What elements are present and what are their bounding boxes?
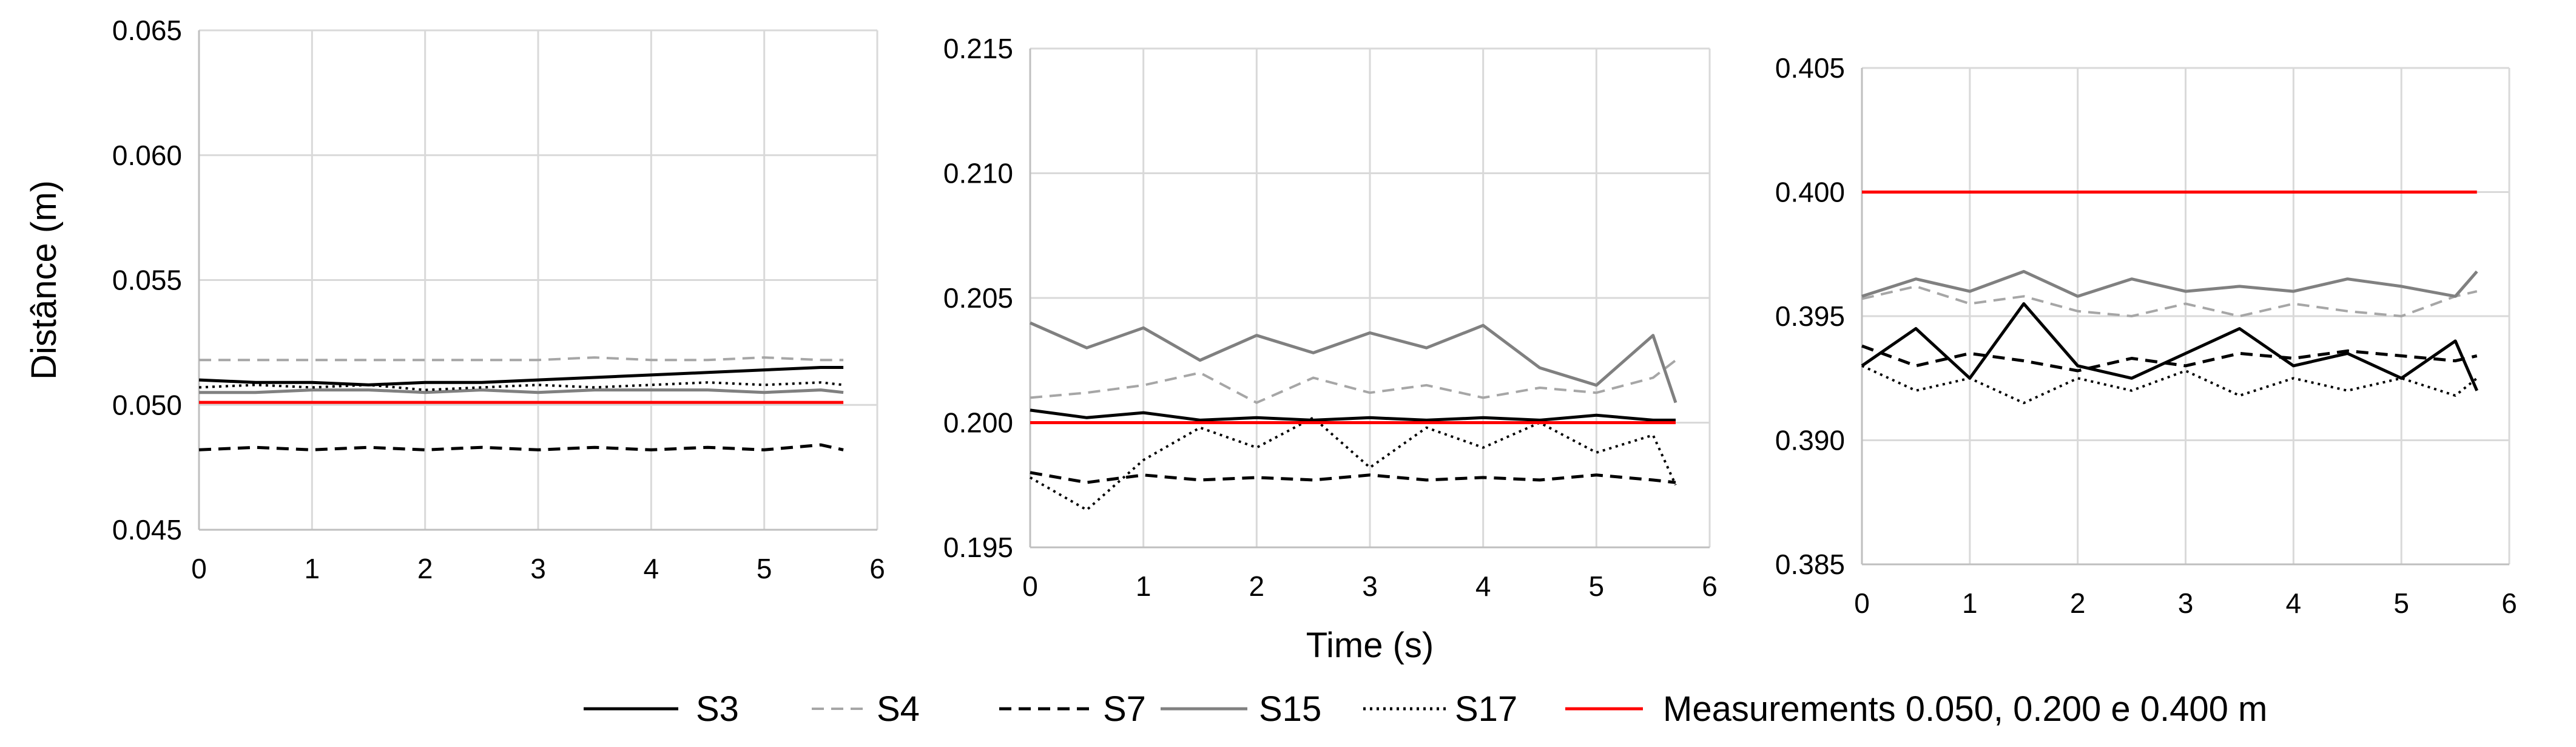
series-line-s7 bbox=[1861, 344, 2478, 373]
series-line-s15 bbox=[199, 388, 844, 394]
x-tick-label: 2 bbox=[2070, 587, 2086, 619]
x-tick-label: 0 bbox=[1022, 570, 1038, 602]
y-tick-label: 0.060 bbox=[112, 140, 182, 171]
chart-legend: S3 S4 S7 S15 S17 Measurements 0.050, 0.200 e … bbox=[584, 689, 2267, 729]
y-tick-label: 0.395 bbox=[1775, 300, 1845, 332]
series-line-s3 bbox=[198, 366, 844, 387]
y-tick-label: 0.385 bbox=[1775, 549, 1845, 580]
series-line-s17 bbox=[1861, 364, 2478, 405]
y-tick-label: 0.200 bbox=[943, 407, 1013, 439]
series-line-s17 bbox=[1030, 416, 1677, 512]
series-line-s7 bbox=[1030, 471, 1676, 484]
legend-label: S4 bbox=[877, 689, 920, 729]
chart-panel-1: 0.045 0.050 0.055 0.060 0.065 0 1 2 3 4 5 6 Distânce… bbox=[24, 15, 885, 584]
x-tick-label: 5 bbox=[2393, 587, 2409, 619]
x-tick-label: 3 bbox=[530, 553, 546, 584]
legend-item-measurements: Measurements 0.050, 0.200 e 0.400 m bbox=[1565, 689, 2267, 729]
x-tick-label: 4 bbox=[2286, 587, 2302, 619]
legend-label: Measurements 0.050, 0.200 e 0.400 m bbox=[1663, 689, 2267, 729]
series-line-s4 bbox=[1030, 359, 1677, 404]
y-tick-label: 0.210 bbox=[943, 158, 1013, 189]
x-tick-label: 6 bbox=[2501, 587, 2517, 619]
y-tick-label: 0.055 bbox=[112, 265, 182, 296]
series-line-s15 bbox=[1861, 269, 2478, 298]
x-tick-label: 0 bbox=[1854, 587, 1870, 619]
x-tick-label: 1 bbox=[1962, 587, 1978, 619]
x-tick-label: 0 bbox=[191, 553, 207, 584]
y-axis-title: Distânce (m) bbox=[24, 180, 64, 380]
legend-item-s7: S7 bbox=[999, 689, 1146, 729]
y-tick-label: 0.065 bbox=[112, 15, 182, 46]
x-tick-label: 4 bbox=[644, 553, 659, 584]
x-tick-label: 4 bbox=[1475, 570, 1491, 602]
x-tick-label: 5 bbox=[757, 553, 772, 584]
y-tick-label: 0.390 bbox=[1775, 425, 1845, 456]
y-tick-label: 0.405 bbox=[1775, 52, 1845, 84]
series-line-s4 bbox=[1861, 285, 2478, 317]
legend-item-s3: S3 bbox=[584, 689, 739, 729]
series-line-s7 bbox=[198, 443, 844, 451]
legend-item-s4: S4 bbox=[812, 689, 920, 729]
y-tick-label: 0.045 bbox=[112, 514, 182, 546]
x-tick-label: 2 bbox=[417, 553, 433, 584]
x-tick-label: 6 bbox=[869, 553, 885, 584]
legend-item-s17: S17 bbox=[1363, 689, 1517, 729]
x-tick-label: 5 bbox=[1589, 570, 1605, 602]
x-tick-label: 2 bbox=[1249, 570, 1265, 602]
x-tick-label: 1 bbox=[305, 553, 320, 584]
x-tick-label: 6 bbox=[1702, 570, 1718, 602]
y-tick-label: 0.215 bbox=[943, 33, 1013, 64]
series-line-s15 bbox=[1029, 321, 1677, 404]
chart-panel-2: 0.195 0.200 0.205 0.210 0.215 0 1 2 3 4 5 6 Time (s) bbox=[943, 33, 1718, 665]
y-tick-label: 0.400 bbox=[1775, 177, 1845, 208]
series-line-s4 bbox=[199, 356, 844, 362]
chart-panel-3: 0.385 0.390 0.395 0.400 0.405 0 1 2 3 4 5 6 bbox=[1775, 52, 2517, 619]
legend-label: S7 bbox=[1103, 689, 1146, 729]
x-tick-label: 1 bbox=[1136, 570, 1151, 602]
x-axis-title: Time (s) bbox=[1306, 626, 1434, 665]
y-tick-label: 0.050 bbox=[112, 389, 182, 421]
x-tick-label: 3 bbox=[2178, 587, 2194, 619]
legend-label: S3 bbox=[696, 689, 739, 729]
legend-label: S15 bbox=[1259, 689, 1321, 729]
legend-item-s15: S15 bbox=[1161, 689, 1321, 729]
series-line-s3 bbox=[1030, 408, 1676, 422]
x-tick-label: 3 bbox=[1362, 570, 1378, 602]
legend-label: S17 bbox=[1455, 689, 1517, 729]
y-tick-label: 0.205 bbox=[943, 282, 1013, 314]
y-tick-label: 0.195 bbox=[943, 532, 1013, 563]
